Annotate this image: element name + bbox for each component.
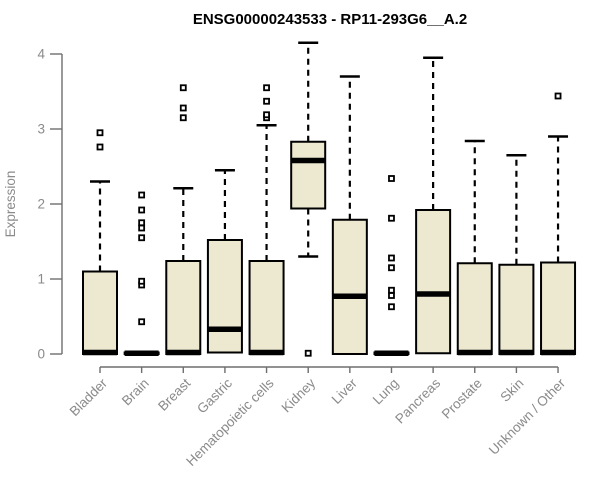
outlier-point xyxy=(304,349,312,357)
y-tick-label: 0 xyxy=(37,347,45,362)
x-category-label: Pancreas xyxy=(392,375,443,426)
x-category-label: Brain xyxy=(119,376,152,409)
outlier-point xyxy=(388,303,395,311)
iqr-box xyxy=(248,260,285,355)
outlier-point xyxy=(554,92,562,100)
outlier-point xyxy=(138,234,146,242)
chart-title: ENSG00000243533 - RP11-293G6__A.2 xyxy=(193,11,467,28)
outlier-point xyxy=(138,224,146,232)
iqr-box xyxy=(82,270,118,355)
outlier-point xyxy=(138,318,146,326)
outlier-point xyxy=(138,206,146,214)
outlier-point xyxy=(263,111,270,119)
iqr-box xyxy=(331,218,368,355)
outlier-point xyxy=(138,277,146,285)
iqr-box xyxy=(415,209,452,355)
outlier-point xyxy=(179,114,187,122)
outlier-point xyxy=(96,143,104,151)
outlier-point xyxy=(388,286,395,294)
iqr-box xyxy=(540,261,577,355)
x-category-label: Skin xyxy=(497,376,526,405)
outlier-point xyxy=(388,254,395,262)
y-axis-label: Expression xyxy=(3,171,18,238)
outlier-point xyxy=(388,264,395,272)
y-tick-label: 3 xyxy=(37,122,45,137)
y-tick-label: 2 xyxy=(37,197,45,212)
outlier-point xyxy=(179,104,187,112)
x-category-label: Lung xyxy=(370,376,402,408)
y-tick-label: 1 xyxy=(37,272,45,287)
iqr-box xyxy=(498,263,535,355)
x-category-label: Bladder xyxy=(67,375,111,419)
iqr-box xyxy=(456,262,493,355)
x-category-label: Prostate xyxy=(439,376,485,422)
x-category-label: Kidney xyxy=(279,375,319,415)
x-category-label: Gastric xyxy=(194,375,235,416)
outlier-point xyxy=(388,214,395,222)
outlier-point xyxy=(138,191,146,199)
x-category-label: Unknown / Other xyxy=(486,375,569,458)
outlier-point xyxy=(263,84,270,92)
x-category-label: Breast xyxy=(155,375,193,413)
iqr-box xyxy=(290,140,327,210)
iqr-box xyxy=(206,239,243,354)
iqr-box xyxy=(165,260,202,355)
y-tick-label: 4 xyxy=(37,47,45,62)
outlier-point xyxy=(138,219,146,227)
outlier-point xyxy=(388,292,395,299)
outlier-point xyxy=(96,129,104,137)
outlier-point xyxy=(263,97,270,105)
x-category-label: Liver xyxy=(329,375,361,407)
outlier-point xyxy=(388,175,395,182)
outlier-point xyxy=(179,84,187,92)
